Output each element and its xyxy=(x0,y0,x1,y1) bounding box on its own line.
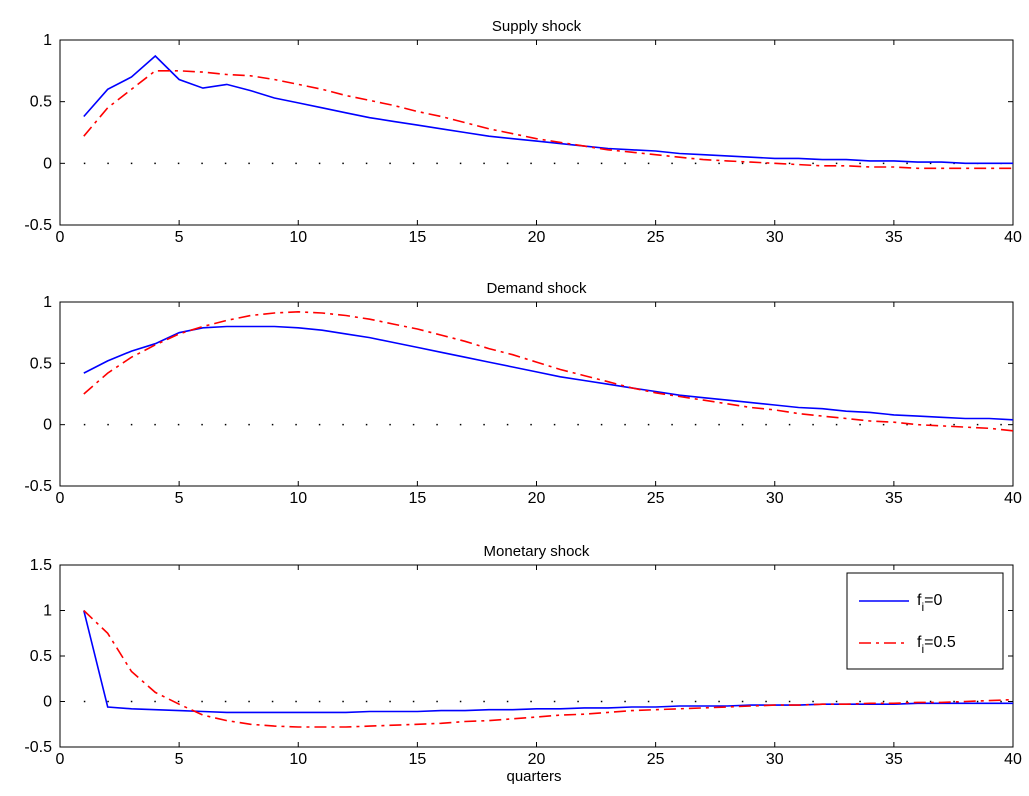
y-tick-label: -0.5 xyxy=(24,739,52,756)
x-tick-label: 25 xyxy=(647,229,665,246)
y-tick-label: 0.5 xyxy=(30,355,52,372)
x-tick-label: 0 xyxy=(56,490,65,507)
x-tick-label: 30 xyxy=(766,490,784,507)
chart-title: Demand shock xyxy=(486,280,587,297)
x-tick-label: 30 xyxy=(766,229,784,246)
series-line-fi-0 xyxy=(83,54,1013,165)
y-tick-label: 0.5 xyxy=(30,94,52,111)
series-line-fi-0-5 xyxy=(83,70,1013,170)
x-tick-label: 25 xyxy=(647,751,665,768)
x-tick-label: 40 xyxy=(1004,229,1022,246)
y-tick-label: 0 xyxy=(43,694,52,711)
x-tick-label: 40 xyxy=(1004,751,1022,768)
x-tick-label: 35 xyxy=(885,229,903,246)
series-line-fi-0-5 xyxy=(83,609,1014,728)
y-tick-label: 1 xyxy=(43,294,52,311)
x-tick-label: 35 xyxy=(885,490,903,507)
y-tick-label: -0.5 xyxy=(24,217,52,234)
y-tick-label: 1.5 xyxy=(30,557,52,574)
x-tick-label: 20 xyxy=(528,490,546,507)
x-tick-label: 0 xyxy=(56,751,65,768)
x-tick-label: 15 xyxy=(408,490,426,507)
x-tick-label: 30 xyxy=(766,751,784,768)
x-tick-label: 20 xyxy=(528,229,546,246)
y-tick-label: 0.5 xyxy=(30,648,52,665)
x-tick-label: 35 xyxy=(885,751,903,768)
x-tick-label: 0 xyxy=(56,229,65,246)
chart-title: Supply shock xyxy=(492,18,582,35)
x-tick-label: 20 xyxy=(528,751,546,768)
x-tick-label: 15 xyxy=(408,751,426,768)
legend-label: fi=0.5 xyxy=(917,634,956,656)
x-tick-label: 5 xyxy=(175,490,184,507)
series-line-fi-0-5 xyxy=(83,310,1014,432)
series-line-fi-0 xyxy=(83,325,1014,421)
x-tick-label: 15 xyxy=(408,229,426,246)
y-tick-label: -0.5 xyxy=(24,478,52,495)
x-tick-label: 10 xyxy=(289,751,307,768)
chart-title: Monetary shock xyxy=(484,543,590,560)
legend: fi=0 fi=0.5 xyxy=(846,572,1004,670)
x-tick-label: 40 xyxy=(1004,490,1022,507)
x-tick-label: 10 xyxy=(289,490,307,507)
axes-box xyxy=(59,39,1014,226)
y-tick-label: 0 xyxy=(43,417,52,434)
x-tick-label: 10 xyxy=(289,229,307,246)
axes-box xyxy=(59,301,1014,487)
legend-box xyxy=(846,572,1004,670)
x-tick-label: 25 xyxy=(647,490,665,507)
x-tick-label: 5 xyxy=(175,229,184,246)
y-tick-label: 0 xyxy=(43,155,52,172)
y-tick-label: 1 xyxy=(43,32,52,49)
y-tick-label: 1 xyxy=(43,603,52,620)
x-axis-label: quarters xyxy=(506,768,561,785)
x-tick-label: 5 xyxy=(175,751,184,768)
legend-label: fi=0 xyxy=(917,592,942,614)
